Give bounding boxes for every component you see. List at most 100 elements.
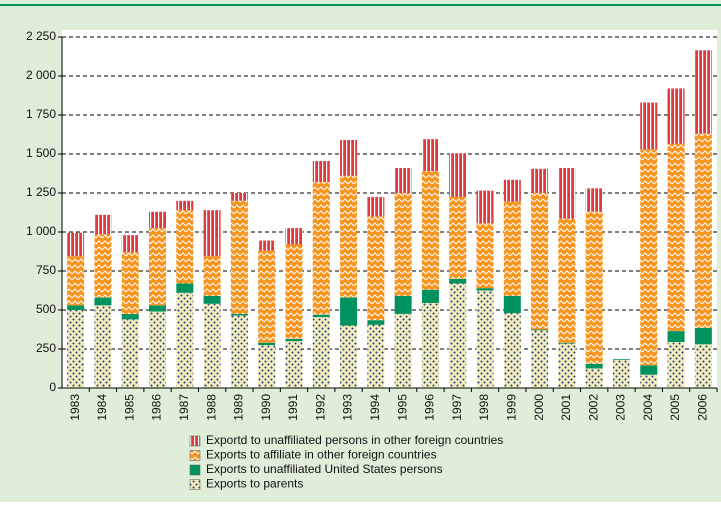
bar-segment [476, 190, 494, 224]
x-tick-label: 1989 [232, 394, 246, 421]
x-tick-label: 1988 [204, 394, 218, 421]
bar-segment [503, 179, 521, 202]
y-tick-label: 2 250 [26, 29, 56, 43]
legend-label: Exports to parents [206, 477, 303, 491]
top-rule [0, 4, 721, 6]
y-tick-label: 1 750 [26, 107, 56, 121]
bar-segment [394, 168, 412, 193]
bar-segment [258, 345, 276, 388]
bar-segment [612, 359, 630, 388]
bar-segment [421, 289, 439, 303]
bar-segment [67, 310, 85, 388]
x-tick-label: 1995 [395, 394, 409, 421]
legend-label: Exportd to unaffiliated persons in other… [206, 433, 503, 447]
bar-segment [394, 193, 412, 296]
bar-segment [94, 234, 112, 298]
bar-segment [558, 168, 576, 219]
bar-segment [558, 343, 576, 388]
bar-segment [667, 88, 685, 144]
bar-segment [285, 338, 303, 342]
bar-segment [176, 210, 194, 284]
bar-segment [121, 235, 139, 253]
bar-segment [230, 193, 248, 201]
bar-segment [394, 295, 412, 314]
bar-segment [203, 295, 221, 304]
legend-swatch [189, 450, 201, 461]
bar-segment [230, 313, 248, 316]
bar-segment [585, 368, 603, 388]
bar-segment [203, 210, 221, 257]
bar-segment [367, 216, 385, 321]
bar-segment [503, 313, 521, 388]
bar-segment [258, 240, 276, 251]
x-tick-label: 1986 [150, 394, 164, 421]
bar-segment [312, 182, 330, 315]
bar-segment [476, 288, 494, 291]
bar-segment [285, 228, 303, 245]
bar-segment [258, 342, 276, 346]
bar-segment [67, 256, 85, 306]
y-tick-label: 2 000 [26, 68, 56, 82]
bar-segment [694, 133, 712, 328]
x-tick-label: 1999 [504, 394, 518, 421]
bar-segment [640, 149, 658, 366]
x-tick-label: 1993 [341, 394, 355, 421]
bar-segment [258, 250, 276, 343]
bar-segment [394, 313, 412, 388]
legend-label: Exports to unaffiliated United States pe… [206, 462, 443, 476]
legend-swatch [189, 464, 201, 476]
bar-segment [667, 331, 685, 342]
plot-area [62, 30, 717, 388]
bar-segment [585, 363, 603, 369]
bar-segment [149, 211, 167, 229]
legend-swatch [189, 479, 201, 490]
bar-segment [421, 302, 439, 388]
bar-segment [230, 200, 248, 314]
y-tick-label: 1 250 [26, 185, 56, 199]
y-tick-label: 500 [36, 302, 56, 316]
bar-segment [640, 365, 658, 375]
x-tick-label: 1985 [122, 394, 136, 421]
bar-segment [694, 327, 712, 345]
bar-segment [531, 193, 549, 330]
legend-swatch [189, 435, 201, 447]
bar-segment [312, 314, 330, 318]
bar-segment [312, 161, 330, 183]
bar-segment [149, 228, 167, 306]
bar-segment [94, 305, 112, 388]
bar-segment [121, 319, 139, 388]
bar-segment [285, 244, 303, 339]
bar-segment [367, 320, 385, 325]
bar-segment [476, 290, 494, 388]
bar-segment [476, 223, 494, 289]
bar-segment [449, 278, 467, 284]
bar-segment [203, 303, 221, 388]
bar-segment [230, 315, 248, 388]
bar-segment [340, 297, 358, 326]
bar-segment [531, 168, 549, 193]
x-tick-label: 2004 [641, 394, 655, 421]
bar-segment [149, 311, 167, 388]
bar-segment [694, 344, 712, 388]
bar-segment [640, 102, 658, 150]
x-tick-label: 2001 [559, 394, 573, 421]
bar-segment [312, 317, 330, 388]
bar-segment [449, 196, 467, 279]
bar-segment [421, 171, 439, 290]
bar-segment [340, 175, 358, 298]
bar-segment [531, 329, 549, 331]
x-tick-label: 1994 [368, 394, 382, 421]
bar-segment [558, 218, 576, 343]
x-tick-label: 1997 [450, 394, 464, 421]
bar-segment [203, 256, 221, 296]
bar-segment [585, 211, 603, 364]
bar-segment [421, 139, 439, 172]
legend-label: Exports to affiliate in other foreign co… [206, 448, 437, 462]
bar-segment [121, 252, 139, 314]
x-tick-label: 1990 [259, 394, 273, 421]
bar-segment [640, 374, 658, 388]
bar-segment [67, 305, 85, 310]
bar-segment [94, 297, 112, 306]
x-tick-label: 1998 [477, 394, 491, 421]
